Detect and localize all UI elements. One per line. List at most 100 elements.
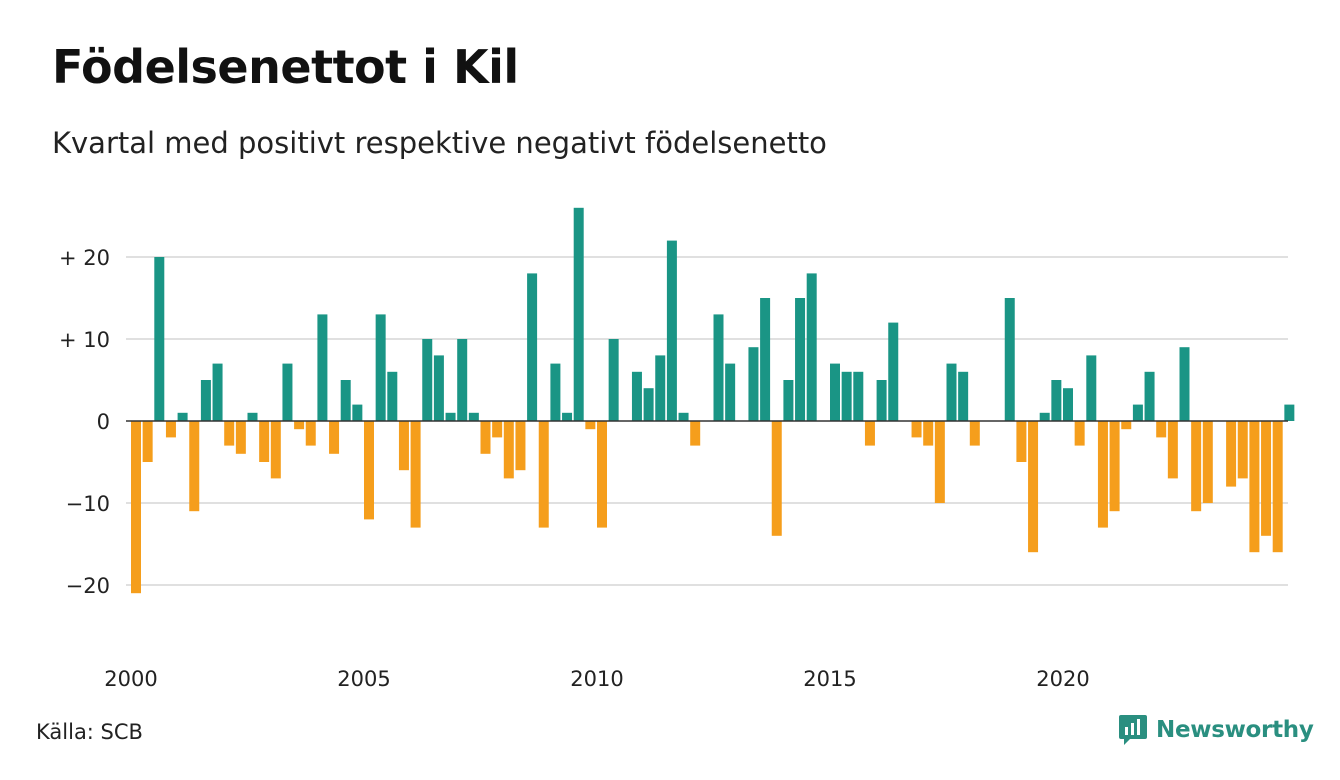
bar [282, 363, 293, 421]
bar [562, 412, 573, 421]
bar [1063, 388, 1073, 421]
bar [1121, 421, 1132, 430]
bar [224, 421, 235, 446]
bar [177, 412, 188, 421]
y-tick-label: + 10 [59, 328, 110, 352]
y-tick-label: + 20 [59, 246, 110, 270]
bar [1051, 380, 1062, 421]
bar [422, 339, 433, 421]
bar [1039, 412, 1050, 421]
bar [760, 298, 771, 421]
bar [270, 421, 281, 479]
bar [1074, 421, 1085, 446]
x-tick-label: 2015 [803, 667, 856, 691]
bar [585, 421, 596, 430]
bar [398, 421, 409, 471]
bar [433, 355, 444, 421]
bar [317, 314, 328, 421]
bar [1167, 421, 1178, 479]
x-tick-label: 2020 [1036, 667, 1089, 691]
bar [864, 421, 875, 446]
bar [1179, 347, 1190, 421]
bar [1004, 298, 1015, 421]
bar [573, 207, 584, 421]
bar [200, 380, 211, 421]
bar [352, 404, 363, 421]
bar [329, 421, 340, 454]
bar [305, 421, 316, 446]
bar [713, 314, 724, 421]
bar [445, 412, 456, 421]
bar [480, 421, 491, 454]
x-tick-label: 2010 [570, 667, 623, 691]
bar [690, 421, 701, 446]
bar [247, 412, 258, 421]
bar [643, 388, 654, 421]
bar [154, 257, 165, 421]
bar [294, 421, 305, 430]
bar [189, 421, 200, 512]
bar [830, 363, 840, 421]
bar [655, 355, 666, 421]
bar [969, 421, 980, 446]
bar [1284, 404, 1295, 421]
bar [131, 421, 141, 594]
bar [375, 314, 386, 421]
bar [468, 412, 479, 421]
bar [1237, 421, 1248, 479]
bar [795, 298, 806, 421]
bar [631, 371, 642, 421]
bar [387, 371, 398, 421]
brand-logo: Newsworthy [1118, 713, 1314, 747]
bar [1144, 371, 1155, 421]
bar [1261, 421, 1272, 536]
bar [410, 421, 421, 528]
bar [1097, 421, 1108, 528]
bar [725, 363, 736, 421]
bar [259, 421, 270, 462]
bar [212, 363, 223, 421]
bar [806, 273, 817, 421]
bar [492, 421, 503, 438]
bar [1132, 404, 1143, 421]
bar [1156, 421, 1167, 438]
bar [1272, 421, 1283, 553]
bar [503, 421, 514, 479]
bar [364, 421, 374, 520]
source-note: Källa: SCB [36, 720, 143, 744]
bar [1249, 421, 1260, 553]
bar [457, 339, 468, 421]
x-tick-label: 2000 [104, 667, 157, 691]
chart-subtitle: Kvartal med positivt respektive negativt… [52, 126, 827, 160]
bar [783, 380, 794, 421]
bar [1016, 421, 1027, 462]
bar [1191, 421, 1202, 512]
bar [515, 421, 526, 471]
bar [923, 421, 934, 446]
bar [841, 371, 852, 421]
bar [1202, 421, 1213, 503]
bar [340, 380, 351, 421]
bar [934, 421, 945, 503]
brand-name: Newsworthy [1156, 717, 1314, 743]
y-tick-label: 0 [97, 410, 110, 434]
bar [1226, 421, 1237, 487]
bar [165, 421, 176, 438]
bar [666, 240, 677, 421]
bar [527, 273, 538, 421]
bar [597, 421, 607, 528]
bar [748, 347, 759, 421]
bar [958, 371, 969, 421]
bar [876, 380, 887, 421]
bar [142, 421, 153, 462]
x-tick-label: 2005 [337, 667, 390, 691]
bar [608, 339, 619, 421]
bar [538, 421, 549, 528]
chart-title: Födelsenettot i Kil [52, 40, 519, 94]
bar [853, 371, 864, 421]
bar [550, 363, 561, 421]
y-tick-label: −10 [66, 492, 110, 516]
bar [911, 421, 922, 438]
bar [771, 421, 782, 536]
bar [235, 421, 246, 454]
